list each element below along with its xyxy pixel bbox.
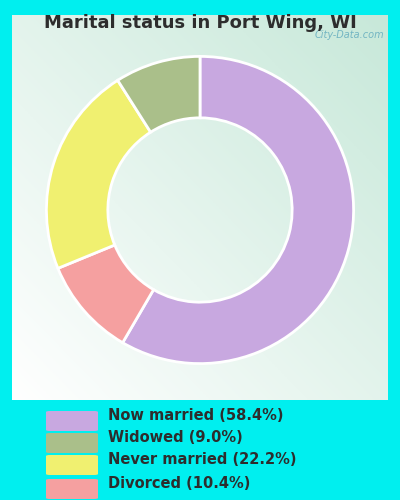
Wedge shape [123,56,354,364]
FancyBboxPatch shape [46,455,98,475]
FancyBboxPatch shape [46,433,98,453]
FancyBboxPatch shape [46,479,98,499]
Text: Divorced (10.4%): Divorced (10.4%) [108,476,250,492]
Wedge shape [58,245,154,342]
Text: Widowed (9.0%): Widowed (9.0%) [108,430,243,446]
FancyBboxPatch shape [46,411,98,431]
Text: Never married (22.2%): Never married (22.2%) [108,452,296,468]
Text: Marital status in Port Wing, WI: Marital status in Port Wing, WI [44,14,356,32]
Text: Now married (58.4%): Now married (58.4%) [108,408,284,424]
Wedge shape [118,56,200,132]
Wedge shape [46,80,151,268]
Text: City-Data.com: City-Data.com [315,30,384,40]
